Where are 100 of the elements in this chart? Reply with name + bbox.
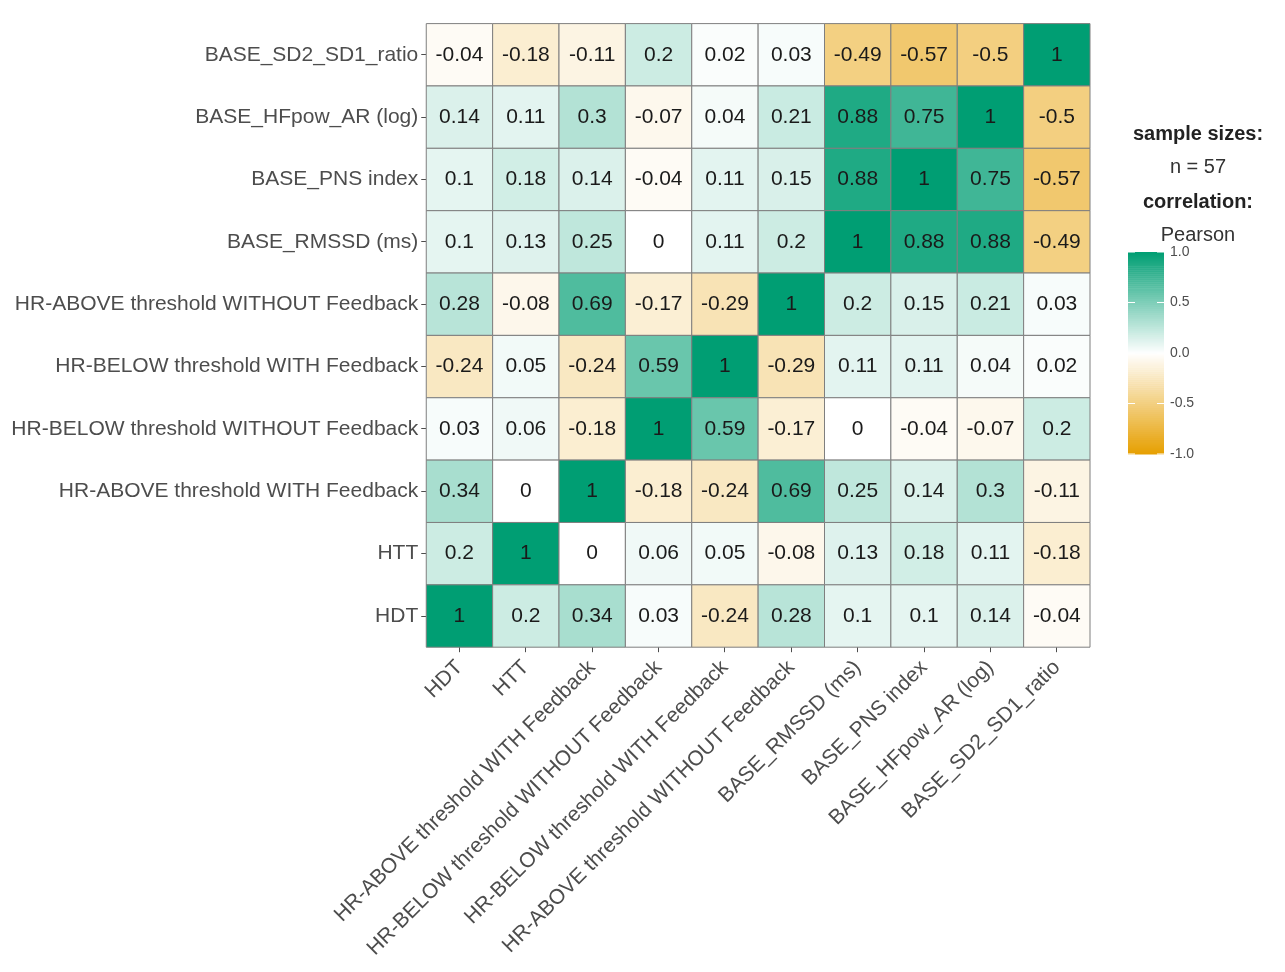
data-label: 0.88: [970, 228, 1011, 252]
data-label: 0.13: [505, 228, 547, 252]
data-label: -0.07: [634, 103, 683, 127]
data-label: 0.04: [704, 103, 746, 127]
data-label: 0.05: [704, 540, 746, 564]
data-label: 1: [851, 228, 864, 252]
data-label: 0.25: [571, 228, 613, 252]
data-label: -0.57: [900, 41, 948, 65]
data-label: 0.11: [705, 228, 745, 252]
data-label: 0.18: [505, 166, 547, 190]
data-label: 0.03: [770, 41, 812, 65]
text: sample sizes:: [1132, 121, 1264, 144]
data-label: 0.14: [571, 166, 613, 190]
data-label: 0.06: [638, 540, 680, 564]
data-label: 0.18: [903, 540, 945, 564]
data-label: -0.18: [1032, 540, 1081, 564]
data-label: -0.04: [900, 415, 949, 439]
data-label: 0.21: [970, 291, 1011, 315]
data-label: 0.34: [439, 478, 481, 502]
y-tick-label: HR-BELOW threshold WITH Feedback: [55, 353, 419, 377]
color-bar-label: 1.0: [1170, 242, 1190, 259]
data-label: 1: [453, 602, 466, 626]
data-label: 0.2: [643, 41, 674, 65]
data-label: 0.28: [439, 291, 480, 315]
data-label: 0.2: [843, 291, 873, 315]
data-label: 0.75: [903, 103, 945, 127]
data-label: -0.18: [501, 41, 550, 65]
data-label: 0.15: [903, 291, 945, 315]
data-label: -0.11: [1033, 478, 1080, 502]
data-label: 0: [519, 478, 532, 502]
data-label: 0.03: [439, 415, 480, 439]
data-label: 0.75: [970, 166, 1011, 190]
y-tick-label: HR-BELOW threshold WITHOUT Feedback: [11, 415, 419, 439]
data-label: 0.2: [1042, 415, 1072, 439]
data-label: 0.3: [975, 478, 1006, 502]
data-label: -0.49: [833, 41, 882, 65]
data-label: 0.1: [909, 602, 939, 626]
data-label: -0.11: [569, 41, 616, 65]
data-label: 0.02: [704, 41, 746, 65]
data-label: -0.29: [701, 291, 749, 315]
y-tick-label: BASE_SD2_SD1_ratio: [204, 41, 419, 66]
data-label: 0.3: [577, 103, 607, 127]
data-label: 0.14: [903, 478, 945, 502]
data-label: 0.28: [770, 602, 812, 626]
data-label: -0.07: [966, 415, 1015, 439]
data-label: -0.49: [1032, 228, 1081, 252]
y-tick-label: BASE_RMSSD (ms): [226, 228, 419, 253]
data-label: -0.08: [501, 291, 550, 315]
text: Pearson: [1160, 222, 1236, 245]
data-label: 1: [519, 540, 532, 564]
data-label: 0.11: [970, 540, 1011, 564]
data-label: 0.05: [505, 353, 547, 377]
data-label: 0.11: [705, 166, 745, 190]
data-label: -0.57: [1032, 166, 1081, 190]
color-bar-label: -0.5: [1170, 394, 1195, 411]
y-tick-label: HTT: [377, 540, 419, 564]
data-label: 0.25: [837, 478, 879, 502]
y-tick-label: HR-ABOVE threshold WITH Feedback: [58, 478, 419, 502]
data-label: 0.13: [837, 540, 879, 564]
data-label: -0.5: [1038, 103, 1075, 127]
data-label: -0.24: [701, 478, 750, 502]
data-label: 0.1: [444, 166, 475, 190]
text: n = 57: [1169, 154, 1227, 177]
data-label: 0.21: [770, 103, 812, 127]
data-label: 0.2: [444, 540, 475, 564]
data-label: 0.02: [1036, 353, 1078, 377]
data-label: -0.04: [1032, 602, 1082, 626]
data-label: 0.04: [970, 353, 1012, 377]
data-label: 0.34: [571, 602, 613, 626]
data-label: -0.29: [767, 353, 816, 377]
data-label: 0: [652, 228, 665, 252]
data-label: -0.08: [767, 540, 816, 564]
data-label: 0.59: [704, 415, 746, 439]
data-label: 0.11: [904, 353, 944, 377]
data-label: 0: [851, 415, 864, 439]
data-label: -0.17: [634, 291, 683, 315]
data-label: 0: [586, 540, 599, 564]
data-label: 0.11: [506, 103, 546, 127]
data-label: 0.2: [511, 602, 541, 626]
data-label: 1: [719, 353, 731, 377]
y-tick-label: HR-ABOVE threshold WITHOUT Feedback: [14, 291, 419, 315]
data-label: 0.14: [439, 103, 481, 127]
data-label: 1: [652, 415, 665, 439]
data-label: -0.18: [634, 478, 683, 502]
data-label: 1: [1050, 41, 1063, 65]
data-label: -0.24: [568, 353, 617, 377]
y-tick-label: BASE_HFpow_AR (log): [195, 103, 419, 128]
data-label: 1: [785, 291, 798, 315]
data-label: 1: [918, 166, 930, 190]
data-label: -0.18: [568, 415, 617, 439]
y-tick-label: BASE_PNS index: [251, 166, 419, 191]
data-label: 0.1: [444, 228, 475, 252]
data-label: 0.88: [837, 166, 879, 190]
data-label: 0.1: [843, 602, 873, 626]
data-label: 0.69: [770, 478, 812, 502]
color-bar-label: 0.0: [1170, 343, 1190, 360]
color-bar-label: -1.0: [1170, 444, 1195, 461]
data-label: 0.03: [638, 602, 680, 626]
data-label: 0.88: [903, 228, 945, 252]
data-label: 0.69: [571, 291, 613, 315]
